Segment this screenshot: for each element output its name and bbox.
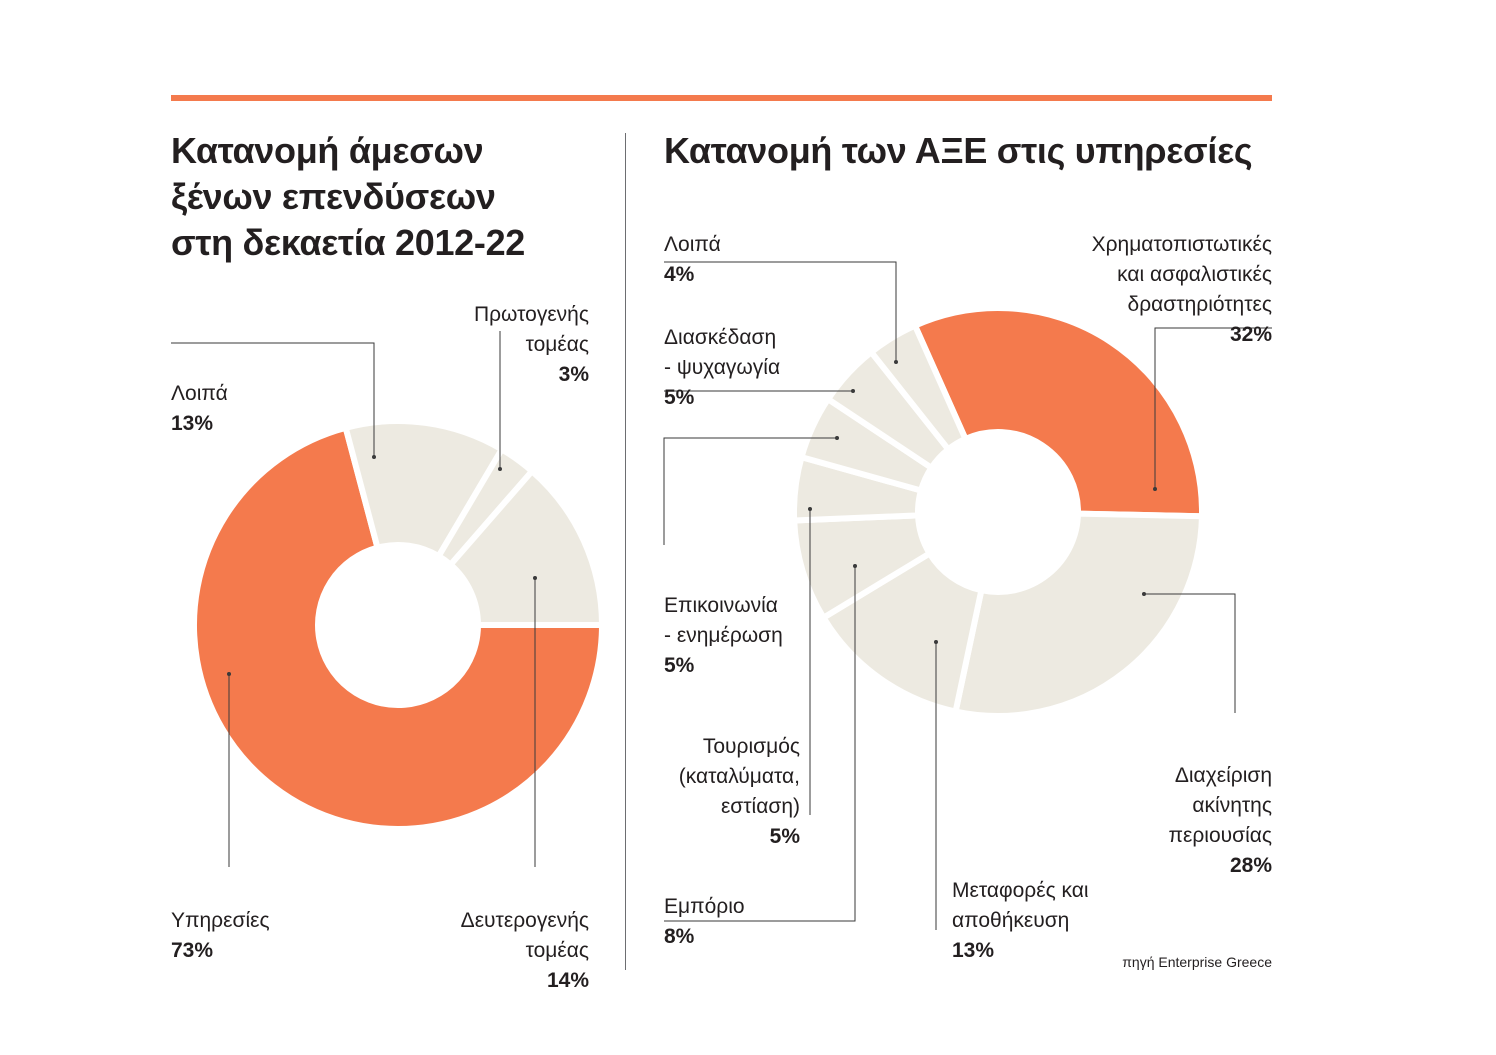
leader-right-tourismos-dot xyxy=(808,507,812,511)
leader-right-emporio-dot xyxy=(853,564,857,568)
right-label-epikoinonia: Επικοινωνία - ενημέρωση 5% xyxy=(664,594,783,677)
leader-right-xrimatopistotikes-dot xyxy=(1153,487,1157,491)
left-label-protogenis: Πρωτογενής τομέας 3% xyxy=(473,303,589,386)
leader-right-emporio xyxy=(664,566,856,922)
right-label-xrimatopistotikes: Χρηματοπιστωτικές και ασφαλιστικές δραστ… xyxy=(1091,233,1272,346)
leader-right-loipa-dot xyxy=(894,360,898,364)
leader-right-diaxeirisi-dot xyxy=(1142,592,1146,596)
leader-left-protogenis-dot xyxy=(498,467,502,471)
source-note: πηγή Enterprise Greece xyxy=(1122,954,1272,970)
leader-right-loipa xyxy=(664,261,897,362)
leader-right-diaskedasi-dot xyxy=(851,389,855,393)
leader-right-xrimatopistotikes xyxy=(1154,327,1272,489)
column-divider xyxy=(625,133,626,970)
right-label-emporio: Εμπόριο 8% xyxy=(664,895,745,948)
right-label-metafores: Μεταφορές και αποθήκευση 13% xyxy=(952,879,1089,962)
left-label-deuterogenis: Δευτερογενής τομέας 14% xyxy=(460,909,589,992)
leader-left-loipa-dot xyxy=(372,455,376,459)
leader-left-ypiresies-dot xyxy=(227,672,231,676)
right-donut-slice-3 xyxy=(819,549,985,716)
right-label-diaskedasi: Διασκέδαση - ψυχαγωγία 5% xyxy=(664,326,781,409)
right-donut-slice-8 xyxy=(867,321,970,454)
leader-left-loipa xyxy=(171,342,375,457)
right-chart-title: Κατανομή των ΑΞΕ στις υπηρεσίες xyxy=(664,130,1253,171)
leader-right-metafores-dot xyxy=(934,640,938,644)
left-donut-slice-1 xyxy=(191,424,606,832)
right-label-diaxeirisi: Διαχείριση ακίνητης περιουσίας 28% xyxy=(1168,764,1272,877)
leader-left-deuterogenis-dot xyxy=(533,576,537,580)
leader-right-epikoinonia-dot xyxy=(835,436,839,440)
left-donut-slice-2 xyxy=(342,418,506,561)
left-donut-slice-4 xyxy=(446,466,606,628)
right-label-loipa: Λοιπά 4% xyxy=(664,233,721,286)
left-chart-title: Κατανομή άμεσων ξένων επενδύσεων στη δεκ… xyxy=(171,130,526,263)
leader-right-diaxeirisi xyxy=(1144,593,1236,713)
left-label-loipa: Λοιπά 13% xyxy=(171,382,228,435)
top-rule xyxy=(171,95,1272,101)
leader-right-epikoinonia xyxy=(663,437,837,545)
right-label-tourismos: Τουρισμός (καταλύματα, εστίαση) 5% xyxy=(678,735,800,848)
right-donut-slice-2 xyxy=(952,510,1206,719)
right-donut-slice-1 xyxy=(911,305,1205,520)
left-label-ypiresies: Υπηρεσίες 73% xyxy=(171,909,270,962)
